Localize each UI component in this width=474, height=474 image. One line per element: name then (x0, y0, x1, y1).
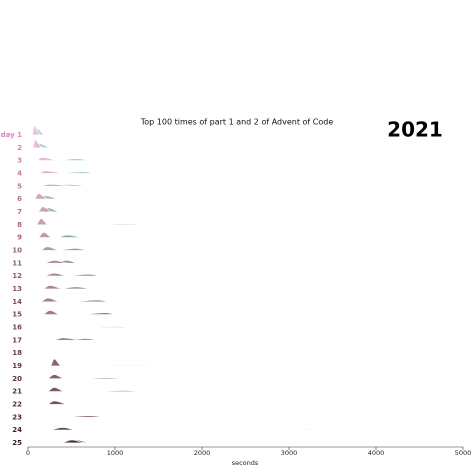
day-label: 17 (12, 336, 22, 344)
ridge (35, 170, 72, 174)
ridge (49, 337, 89, 341)
day-label: 4 (17, 169, 22, 177)
x-tick-label: 0 (26, 449, 30, 457)
year-annotation: 2021 (387, 118, 443, 142)
day-label: 5 (17, 182, 22, 190)
day-label: 14 (12, 298, 22, 306)
x-tick-label: 4000 (368, 449, 385, 457)
day-label: 11 (12, 259, 22, 267)
ridge (54, 234, 89, 238)
day-label: 22 (12, 400, 22, 408)
day-label: 16 (12, 323, 22, 331)
day-label: 23 (12, 413, 22, 421)
ridge (45, 387, 68, 392)
day-label: 21 (12, 388, 22, 396)
ridge (62, 299, 115, 303)
ridge (31, 125, 42, 136)
day-label: 12 (12, 272, 22, 280)
day-label: 24 (12, 426, 22, 434)
ridges (31, 125, 463, 444)
day-label: 19 (12, 362, 22, 370)
ridge (62, 223, 159, 226)
day-label: 10 (12, 246, 22, 254)
day-label: day 1 (1, 131, 23, 139)
x-tick-label: 2000 (194, 449, 211, 457)
x-tick-label: 1000 (107, 449, 124, 457)
ridge (45, 400, 72, 405)
ridge (71, 312, 120, 315)
ridge (34, 157, 63, 162)
day-label: 3 (17, 157, 22, 165)
day-label: 25 (12, 439, 22, 447)
day-label: 15 (12, 311, 22, 319)
chart-title: Top 100 times of part 1 and 2 of Advent … (140, 118, 334, 127)
ridge (36, 206, 55, 213)
ridge (38, 297, 63, 303)
ridge (49, 358, 63, 367)
ridge (58, 439, 89, 444)
ridge (54, 415, 115, 418)
day-label: 13 (12, 285, 22, 293)
day-label: 6 (17, 195, 22, 203)
x-tick-label: 5000 (455, 449, 472, 457)
x-axis-label: seconds (232, 459, 259, 467)
day-label: 9 (17, 234, 22, 242)
ridge (36, 183, 81, 187)
x-tick-label: 3000 (281, 449, 298, 457)
ridge (33, 193, 50, 200)
ridge (36, 232, 55, 238)
day-label: 18 (12, 349, 22, 357)
ridge (38, 246, 63, 251)
day-label: 8 (17, 221, 22, 229)
ridge (45, 427, 81, 431)
ridge (32, 139, 44, 149)
day-label: 7 (17, 208, 22, 216)
ridge (41, 272, 72, 277)
ridge (41, 285, 68, 290)
ridge (54, 326, 159, 328)
ridge (41, 310, 63, 315)
day-label: 20 (12, 375, 22, 383)
ridge (71, 390, 159, 392)
ridge (34, 218, 50, 226)
ridge (45, 374, 68, 380)
day-label: 2 (17, 144, 22, 152)
ridge (41, 259, 72, 264)
ridge (62, 377, 146, 380)
